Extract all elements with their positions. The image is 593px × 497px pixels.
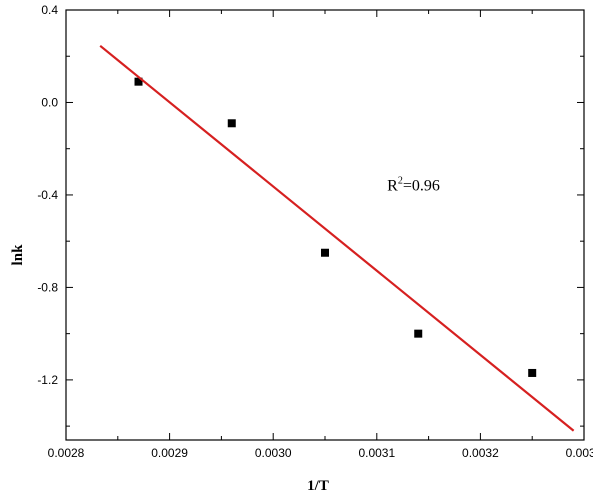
r-squared-value: =0.96: [403, 177, 440, 194]
data-point: [227, 119, 236, 128]
data-point: [134, 77, 143, 86]
y-axis-title: lnk: [10, 244, 26, 266]
x-tick-label: 0.0028: [48, 446, 85, 460]
y-tick-label: 0.0: [41, 95, 58, 109]
data-point: [414, 329, 423, 338]
x-tick-label: 0.0029: [151, 446, 188, 460]
plot-area: [99, 44, 575, 432]
y-tick-label: -0.4: [37, 188, 58, 202]
data-point: [528, 368, 537, 377]
fit-line: [99, 44, 575, 432]
x-tick-label: 0.0031: [358, 446, 395, 460]
y-tick-label: 0.4: [41, 3, 58, 17]
data-point: [321, 248, 329, 257]
x-tick-label: 0.0030: [255, 446, 292, 460]
x-tick-label: 0.0033: [566, 446, 593, 460]
axes: 0.0028 0.0029 0.0030 0.0031 0.0032 0.0033 0.4 0…: [37, 3, 593, 460]
x-axis-title: 1/T: [307, 478, 329, 494]
r-squared-sup: 2: [398, 175, 403, 186]
r-squared-annotation: R2=0.96: [387, 175, 440, 194]
r-squared-main: R: [387, 177, 398, 194]
x-tick-label: 0.0032: [462, 446, 499, 460]
y-tick-label: -1.2: [37, 373, 58, 387]
y-tick-label: -0.8: [37, 280, 58, 294]
